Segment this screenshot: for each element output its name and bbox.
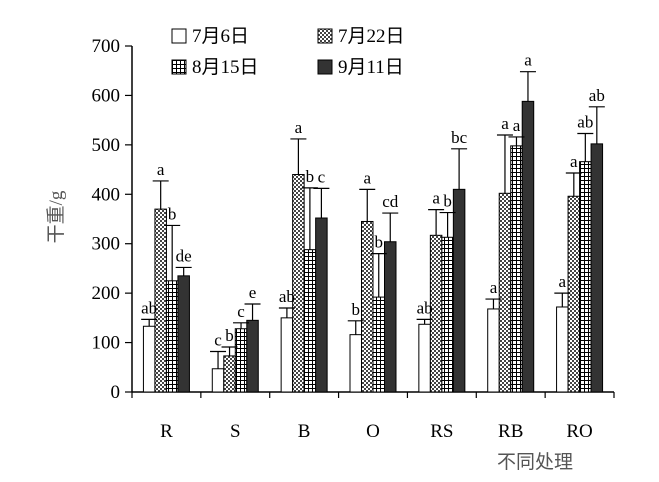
category-label: B [298, 421, 311, 442]
significance-label: de [176, 246, 192, 265]
significance-label: a [513, 116, 521, 135]
legend-swatch [171, 28, 187, 44]
bar [165, 280, 179, 393]
significance-label: ab [577, 112, 593, 131]
significance-label: a [501, 114, 509, 133]
significance-label: ab [279, 287, 295, 306]
significance-label: a [570, 152, 578, 171]
y-tick-label: 300 [92, 234, 121, 255]
bar [280, 317, 294, 393]
significance-label: ab [589, 86, 605, 105]
significance-label: c [318, 167, 326, 186]
category-label: RB [498, 421, 523, 442]
bar [292, 174, 305, 393]
bar [590, 143, 604, 393]
significance-label: a [524, 51, 532, 70]
legend-label: 7月22日 [338, 26, 405, 47]
significance-label: b [168, 204, 177, 223]
bar [361, 220, 374, 393]
bar [303, 249, 317, 393]
significance-label: a [363, 168, 371, 187]
y-tick-label: 600 [92, 85, 121, 106]
significance-label: a [559, 272, 567, 291]
category-label: O [366, 421, 380, 442]
legend-swatch [171, 59, 187, 75]
bar [556, 306, 569, 393]
y-tick-label: 400 [92, 184, 121, 205]
bar [441, 236, 454, 393]
bar [142, 325, 156, 393]
bar [211, 368, 225, 393]
y-tick-label: 200 [92, 283, 121, 304]
bar [452, 188, 466, 393]
legend-swatch [317, 59, 333, 75]
bar [372, 296, 385, 393]
x-axis-title: 不同处理 [497, 451, 573, 473]
category-label: S [230, 421, 241, 442]
significance-label: a [490, 278, 498, 297]
bar [246, 319, 259, 393]
legend-label: 9月11日 [338, 57, 404, 78]
category-label: RO [566, 421, 592, 442]
y-tick-label: 100 [92, 333, 121, 354]
bar [384, 241, 397, 393]
category-label: R [160, 421, 173, 442]
bar [510, 145, 523, 393]
significance-label: ab [141, 298, 157, 317]
significance-label: a [295, 118, 303, 137]
y-tick-label: 500 [92, 135, 121, 156]
significance-label: b [352, 300, 361, 319]
significance-label: b [225, 326, 234, 345]
bar [521, 100, 535, 393]
legend: 7月6日 7月22日 8月15日 9月11日 [171, 26, 405, 78]
bar [234, 328, 248, 393]
y-tick-label: 700 [92, 36, 121, 57]
bar [487, 308, 500, 393]
significance-label: bc [451, 128, 468, 147]
bar [223, 355, 236, 393]
significance-label: e [249, 283, 257, 302]
legend-label: 7月6日 [192, 26, 249, 47]
bar [579, 161, 592, 393]
category-label: RS [430, 421, 453, 442]
significance-label: a [432, 189, 440, 208]
significance-label: c [214, 330, 222, 349]
significance-label: b [443, 192, 452, 211]
significance-label: ab [417, 298, 433, 317]
legend-label: 8月15日 [192, 57, 259, 78]
bar [418, 323, 431, 393]
significance-label: a [157, 160, 165, 179]
bars [142, 100, 604, 393]
bar [177, 275, 190, 393]
y-axis-title: 干重/g [45, 190, 67, 243]
significance-label: cd [382, 192, 399, 211]
legend-swatch [317, 28, 333, 44]
bar [349, 334, 362, 393]
bar [498, 192, 512, 393]
bar [567, 195, 581, 393]
bar [315, 217, 328, 393]
error-bars [141, 71, 605, 369]
significance-label: c [237, 302, 245, 321]
significance-label: b [306, 167, 315, 186]
significance-label: b [375, 233, 384, 252]
y-tick-label: 0 [111, 382, 121, 403]
